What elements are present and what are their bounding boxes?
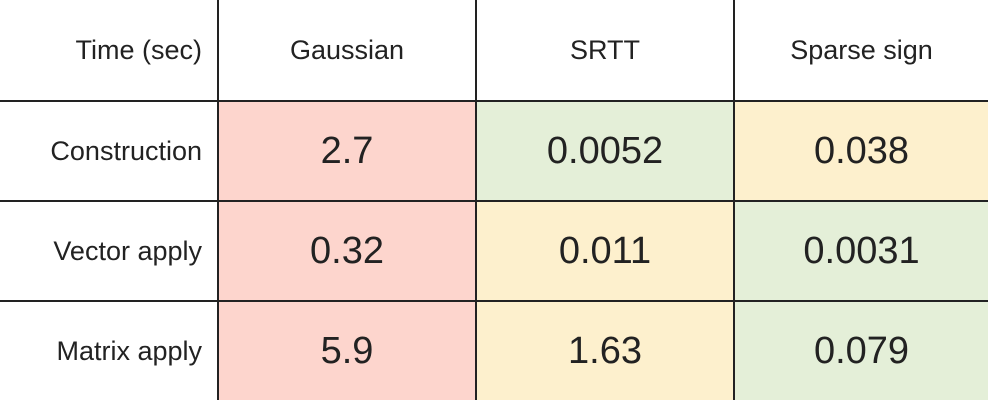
value-cell: 0.0052 [477,102,735,202]
corner-label: Time (sec) [0,0,219,102]
column-header-sparse-sign: Sparse sign [735,0,988,102]
value-cell: 0.32 [219,202,477,302]
value-cell: 0.011 [477,202,735,302]
row-header-matrix-apply: Matrix apply [0,302,219,400]
value-cell: 5.9 [219,302,477,400]
column-header-srtt: SRTT [477,0,735,102]
row-header-construction: Construction [0,102,219,202]
value-cell: 0.0031 [735,202,988,302]
value-cell: 1.63 [477,302,735,400]
value-cell: 2.7 [219,102,477,202]
row-header-vector-apply: Vector apply [0,202,219,302]
value-cell: 0.038 [735,102,988,202]
value-cell: 0.079 [735,302,988,400]
column-header-gaussian: Gaussian [219,0,477,102]
